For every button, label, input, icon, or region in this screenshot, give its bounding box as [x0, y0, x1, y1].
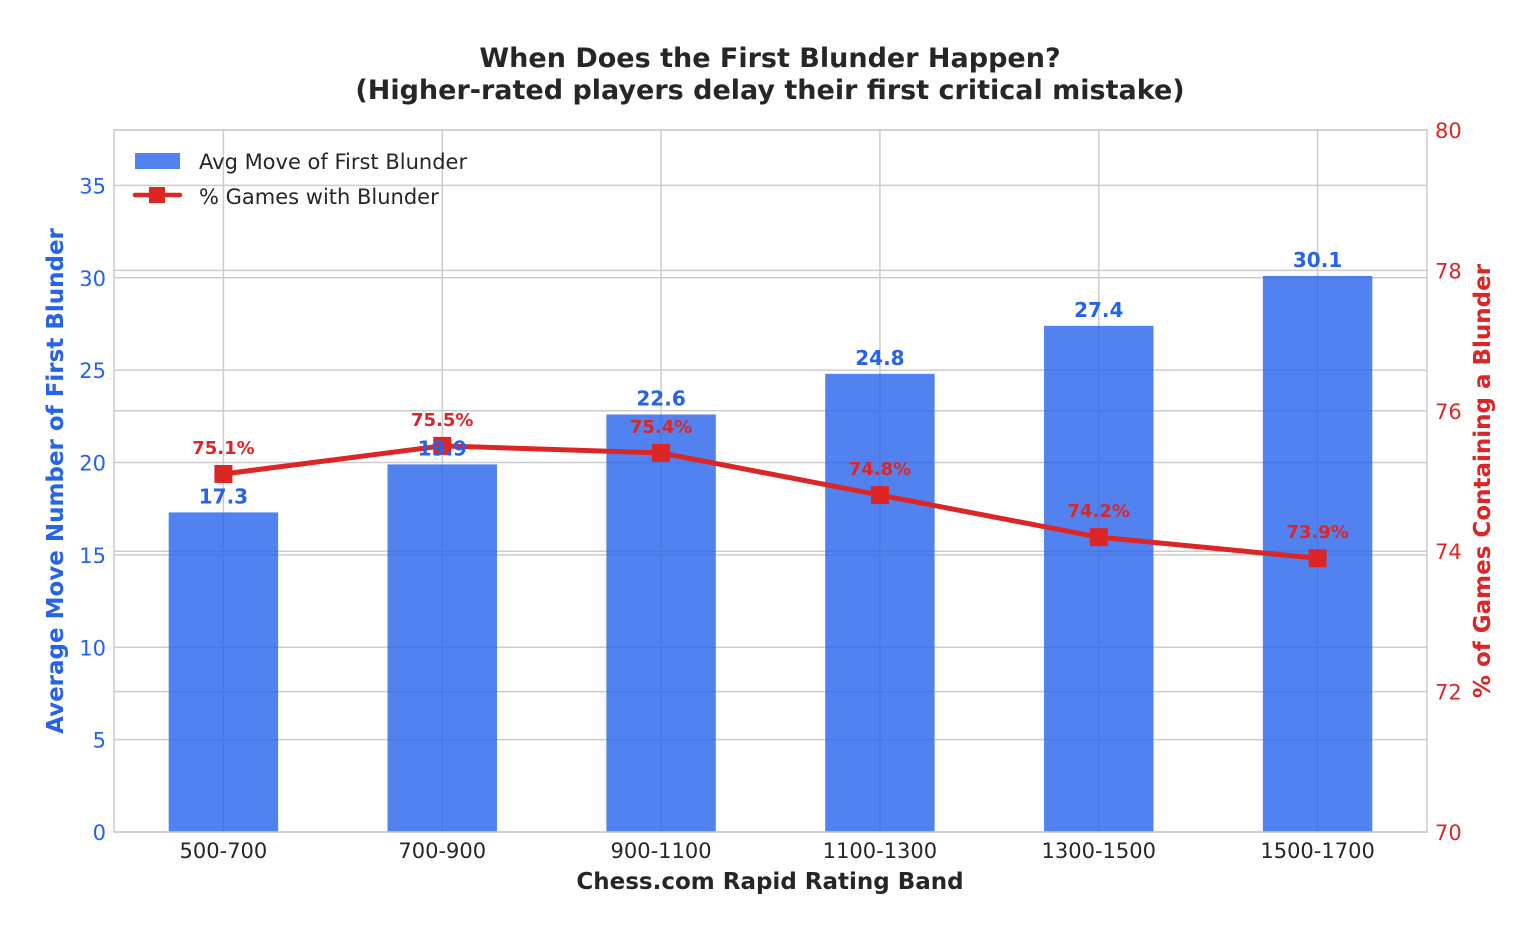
x-tick-label: 900-1100 [611, 839, 712, 863]
y-right-tick-label: 78 [1435, 259, 1462, 283]
y-right-tick-label: 72 [1435, 681, 1462, 705]
x-tick-label: 1100-1300 [823, 839, 937, 863]
legend: Avg Move of First Blunder % Games with B… [132, 150, 467, 209]
legend-bar-swatch [135, 153, 180, 169]
line-point [1089, 528, 1108, 547]
legend-line-label: % Games with Blunder [199, 185, 439, 209]
x-tick-label: 1500-1700 [1260, 839, 1374, 863]
y-axis-right-label: % of Games Containing a Blunder [1470, 263, 1496, 698]
y-left-tick-label: 15 [79, 544, 106, 568]
y-left-tick-label: 5 [93, 729, 106, 753]
bar [606, 414, 716, 832]
y-left-tick-label: 10 [79, 636, 106, 660]
line-point [214, 464, 233, 483]
series-line [220, 443, 1321, 561]
gridlines [114, 129, 1427, 833]
plot-frame [113, 129, 1428, 833]
bar-value-label: 27.4 [1074, 298, 1123, 322]
line-value-label: 75.1% [192, 438, 254, 459]
line-point [1308, 549, 1327, 568]
y-right-tick-label: 74 [1435, 540, 1462, 564]
bar-value-label: 17.3 [199, 484, 248, 508]
bar [1044, 325, 1154, 832]
legend-bar-label: Avg Move of First Blunder [199, 150, 467, 174]
y-left-tick-label: 25 [79, 359, 106, 383]
chart-title-line2: (Higher-rated players delay their first … [355, 75, 1184, 106]
y-left-tick-label: 20 [79, 452, 106, 476]
x-tick-label: 1300-1500 [1042, 839, 1156, 863]
bar-value-label: 22.6 [636, 386, 685, 410]
x-tick-label: 700-900 [398, 839, 486, 863]
y-left-tick-label: 35 [79, 174, 106, 198]
bar [168, 512, 279, 832]
x-axis-label: Chess.com Rapid Rating Band [576, 869, 963, 895]
bar [387, 464, 497, 832]
bar-value-label: 19.9 [418, 436, 467, 460]
line-value-label: 75.5% [411, 410, 473, 431]
x-tick-label: 500-700 [180, 839, 268, 863]
y-right-tick-label: 76 [1435, 400, 1462, 424]
y-right-tick-label: 70 [1435, 821, 1462, 845]
line-value-label: 74.8% [849, 459, 911, 480]
line-point [652, 443, 671, 462]
y-axis-left-label: Average Move Number of First Blunder [43, 227, 69, 733]
line-point [870, 486, 889, 505]
bar-series [168, 275, 1373, 832]
y-left-tick-label: 30 [79, 267, 106, 291]
line-value-label: 74.2% [1068, 501, 1130, 522]
y-left-tick-label: 0 [93, 821, 106, 845]
bar [825, 373, 935, 832]
line-series [214, 436, 1327, 568]
y-right-tick-label: 80 [1435, 119, 1462, 143]
line-point [433, 436, 452, 455]
data-labels: 17.3 19.9 22.6 24.8 27.4 30.1 75.1% 75.5% 75.4% 7… [192, 248, 1349, 543]
chart-title-line1: When Does the First Blunder Happen? [479, 43, 1060, 74]
bar-value-label: 30.1 [1293, 248, 1342, 272]
axis-ticks: 500-700 700-900 900-1100 1100-1300 1300-1500… [79, 119, 1461, 863]
line-value-label: 75.4% [630, 417, 692, 438]
legend-line-marker [149, 187, 165, 203]
bar-value-label: 24.8 [855, 346, 904, 370]
line-value-label: 73.9% [1286, 522, 1348, 543]
